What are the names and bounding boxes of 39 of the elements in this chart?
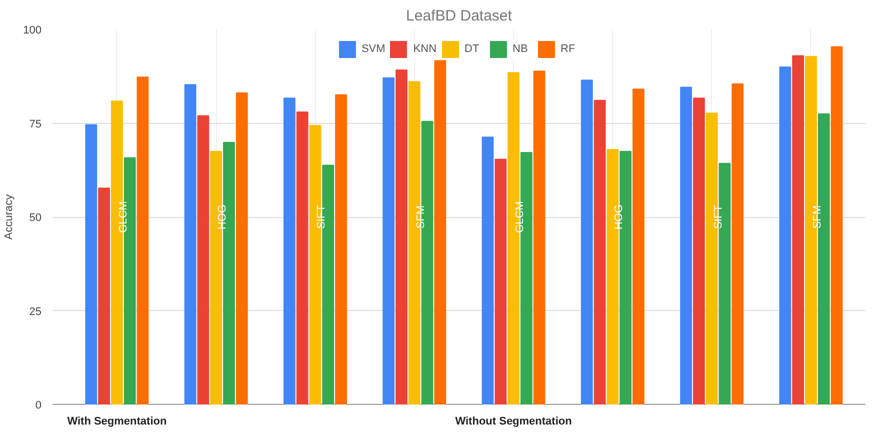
bar	[296, 112, 308, 404]
bar	[136, 76, 149, 404]
bar	[680, 86, 692, 404]
text: Without Segmentation	[455, 416, 572, 428]
bar	[382, 77, 395, 404]
legend-label: SVM	[361, 43, 386, 55]
bar	[792, 55, 804, 404]
legend-label: RF	[560, 43, 576, 55]
y-tick-label: 75	[29, 118, 42, 130]
y-axis-title: Accuracy	[3, 194, 16, 240]
bar	[284, 98, 296, 404]
bar	[779, 66, 792, 404]
legend-label: KNN	[413, 43, 437, 55]
y-tick-label: 100	[23, 24, 42, 36]
x-tick-label: SIFT	[316, 204, 328, 229]
bar	[85, 124, 98, 404]
bar	[396, 70, 408, 404]
y-tick-label: 50	[29, 212, 42, 224]
bar	[482, 136, 494, 404]
bar	[830, 46, 843, 404]
bar	[434, 60, 446, 404]
y-tick-label: 0	[35, 400, 42, 412]
bar	[692, 98, 705, 404]
bar	[594, 100, 606, 404]
bar	[494, 158, 507, 404]
bar	[184, 84, 196, 404]
bar	[732, 83, 744, 404]
bar	[580, 80, 593, 404]
bar	[98, 188, 110, 404]
bar	[236, 92, 248, 404]
y-tick-label: 25	[29, 306, 42, 318]
legend-label: NB	[512, 43, 529, 55]
bar	[632, 88, 644, 404]
bar	[197, 115, 210, 404]
bar	[533, 70, 546, 404]
chart-title: LeafBD Dataset	[406, 8, 513, 24]
legend-label: DT	[464, 43, 480, 55]
text: With Segmentation	[67, 416, 167, 428]
bar	[335, 94, 347, 404]
